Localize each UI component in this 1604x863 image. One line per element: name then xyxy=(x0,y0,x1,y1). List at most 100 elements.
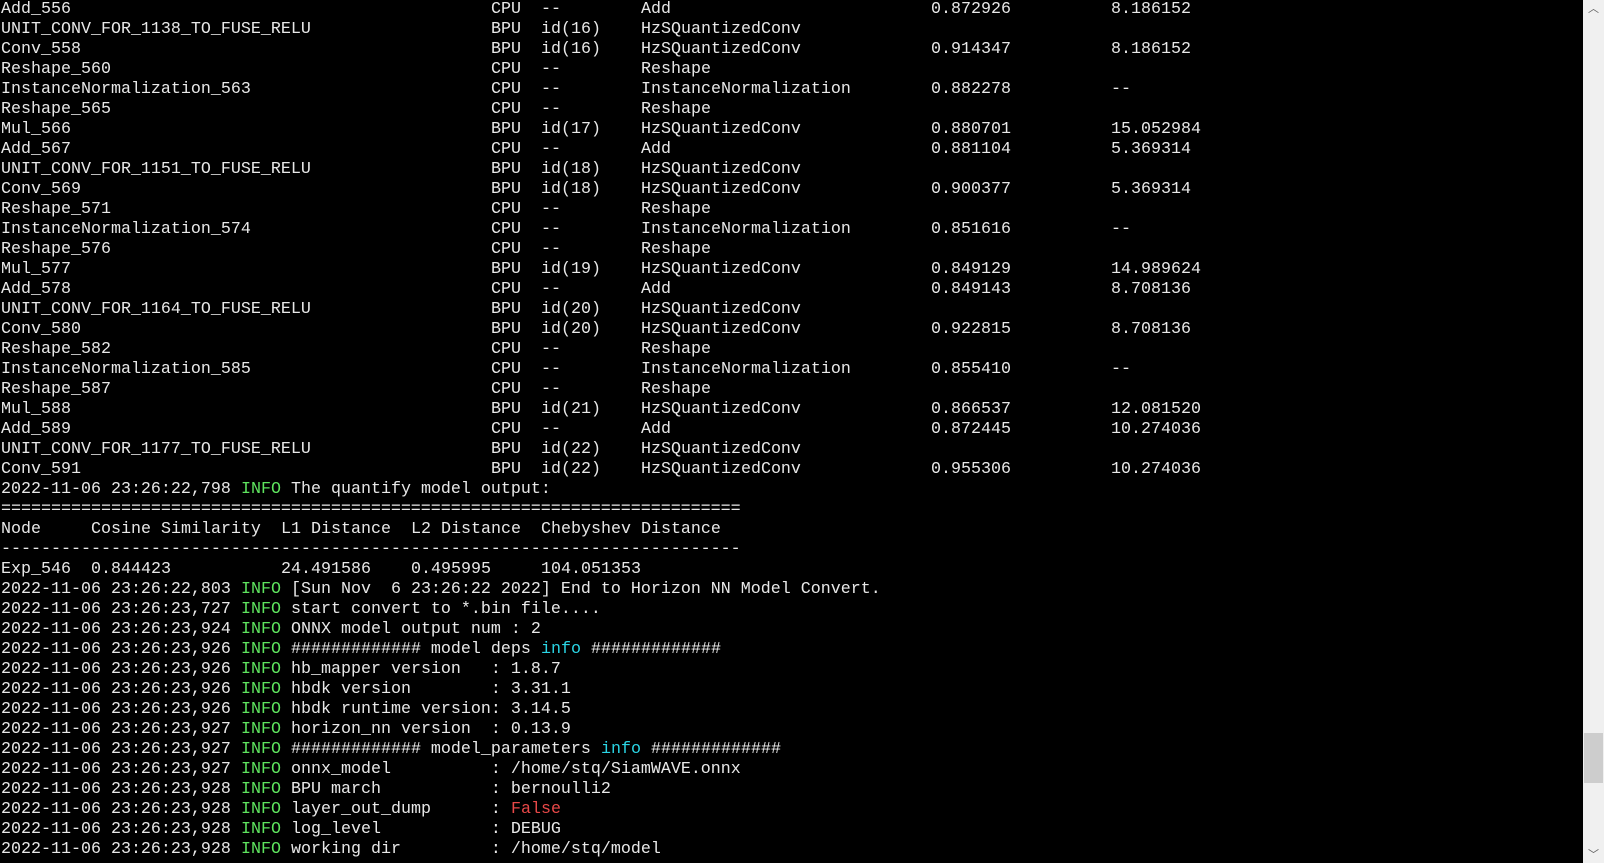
layer-type: HzSQuantizedConv xyxy=(641,460,801,479)
log-message-part: horizon_nn version : 0.13.9 xyxy=(291,720,571,739)
layer-type: HzSQuantizedConv xyxy=(641,400,801,419)
layer-name: Add_567 xyxy=(1,140,71,159)
layer-unit: CPU xyxy=(491,140,521,159)
log-timestamp: 2022-11-06 23:26:23,928 xyxy=(1,840,231,859)
layer-unit: BPU xyxy=(491,120,521,139)
layer-unit: CPU xyxy=(491,420,521,439)
log-message: The quantify model output: xyxy=(291,480,551,499)
cosine-similarity: 0.881104 xyxy=(931,140,1011,159)
subgraph-id: id(20) xyxy=(541,300,601,319)
log-message-part: hb_mapper version : 1.8.7 xyxy=(291,660,561,679)
subgraph-id: -- xyxy=(541,380,561,399)
subgraph-id: -- xyxy=(541,200,561,219)
scroll-down-arrow-icon[interactable]: ﹀ xyxy=(1588,848,1599,861)
layer-name: Reshape_565 xyxy=(1,100,111,119)
vertical-scrollbar[interactable]: ︿ ﹀ xyxy=(1583,0,1604,863)
log-timestamp: 2022-11-06 23:26:23,927 xyxy=(1,720,231,739)
threshold: 8.708136 xyxy=(1111,280,1191,299)
layer-name: InstanceNormalization_585 xyxy=(1,360,251,379)
log-message-part: ############# xyxy=(641,740,781,759)
subgraph-id: id(16) xyxy=(541,20,601,39)
subgraph-id: -- xyxy=(541,140,561,159)
layer-name: UNIT_CONV_FOR_1177_TO_FUSE_RELU xyxy=(1,440,311,459)
log-level: INFO xyxy=(241,600,281,619)
subgraph-id: id(18) xyxy=(541,160,601,179)
cosine-similarity: 0.851616 xyxy=(931,220,1011,239)
subgraph-id: -- xyxy=(541,60,561,79)
log-timestamp: 2022-11-06 23:26:23,927 xyxy=(1,740,231,759)
subgraph-id: id(22) xyxy=(541,440,601,459)
layer-name: Reshape_576 xyxy=(1,240,111,259)
layer-type: HzSQuantizedConv xyxy=(641,320,801,339)
layer-unit: CPU xyxy=(491,100,521,119)
layer-type: Reshape xyxy=(641,380,711,399)
layer-unit: CPU xyxy=(491,240,521,259)
log-level: INFO xyxy=(241,700,281,719)
cosine-similarity: 0.855410 xyxy=(931,360,1011,379)
layer-name: Reshape_582 xyxy=(1,340,111,359)
layer-type: HzSQuantizedConv xyxy=(641,40,801,59)
summary-column-header: L2 Distance xyxy=(411,520,521,539)
threshold: 5.369314 xyxy=(1111,140,1191,159)
log-timestamp: 2022-11-06 23:26:23,727 xyxy=(1,600,231,619)
log-message-part: start convert to *.bin file.... xyxy=(291,600,601,619)
layer-type: HzSQuantizedConv xyxy=(641,120,801,139)
layer-unit: CPU xyxy=(491,360,521,379)
layer-unit: CPU xyxy=(491,220,521,239)
log-level: INFO xyxy=(241,640,281,659)
layer-name: Reshape_560 xyxy=(1,60,111,79)
layer-name: Reshape_587 xyxy=(1,380,111,399)
scroll-up-arrow-icon[interactable]: ︿ xyxy=(1588,2,1599,15)
summary-cell: 0.844423 xyxy=(91,560,171,579)
cosine-similarity: 0.866537 xyxy=(931,400,1011,419)
layer-type: HzSQuantizedConv xyxy=(641,20,801,39)
log-message-part: BPU march : bernoulli2 xyxy=(291,780,611,799)
log-timestamp: 2022-11-06 23:26:23,928 xyxy=(1,780,231,799)
log-level: INFO xyxy=(241,820,281,839)
scrollbar-thumb[interactable] xyxy=(1584,733,1603,783)
layer-type: InstanceNormalization xyxy=(641,360,851,379)
subgraph-id: -- xyxy=(541,280,561,299)
layer-unit: CPU xyxy=(491,280,521,299)
threshold: 10.274036 xyxy=(1111,460,1201,479)
threshold: 15.052984 xyxy=(1111,120,1201,139)
subgraph-id: -- xyxy=(541,240,561,259)
layer-unit: CPU xyxy=(491,0,521,19)
threshold: 8.186152 xyxy=(1111,40,1191,59)
log-level: INFO xyxy=(241,580,281,599)
threshold: 8.708136 xyxy=(1111,320,1191,339)
layer-name: UNIT_CONV_FOR_1164_TO_FUSE_RELU xyxy=(1,300,311,319)
summary-cell: 0.495995 xyxy=(411,560,491,579)
layer-type: HzSQuantizedConv xyxy=(641,160,801,179)
layer-name: Conv_558 xyxy=(1,40,81,59)
subgraph-id: -- xyxy=(541,0,561,19)
subgraph-id: id(22) xyxy=(541,460,601,479)
log-level: INFO xyxy=(241,800,281,819)
summary-column-header: L1 Distance xyxy=(281,520,391,539)
log-level: INFO xyxy=(241,720,281,739)
subgraph-id: id(17) xyxy=(541,120,601,139)
layer-type: Add xyxy=(641,420,671,439)
layer-name: Add_556 xyxy=(1,0,71,19)
log-message-part: hbdk runtime version: 3.14.5 xyxy=(291,700,571,719)
log-timestamp: 2022-11-06 23:26:23,926 xyxy=(1,680,231,699)
subgraph-id: id(19) xyxy=(541,260,601,279)
log-timestamp: 2022-11-06 23:26:23,928 xyxy=(1,800,231,819)
layer-type: InstanceNormalization xyxy=(641,220,851,239)
layer-name: UNIT_CONV_FOR_1138_TO_FUSE_RELU xyxy=(1,20,311,39)
threshold: 8.186152 xyxy=(1111,0,1191,19)
layer-type: HzSQuantizedConv xyxy=(641,300,801,319)
layer-unit: BPU xyxy=(491,460,521,479)
cosine-similarity: 0.955306 xyxy=(931,460,1011,479)
log-timestamp: 2022-11-06 23:26:22,798 xyxy=(1,480,231,499)
layer-unit: BPU xyxy=(491,400,521,419)
threshold: -- xyxy=(1111,220,1131,239)
layer-unit: BPU xyxy=(491,160,521,179)
layer-unit: CPU xyxy=(491,60,521,79)
layer-type: HzSQuantizedConv xyxy=(641,180,801,199)
summary-cell: Exp_546 xyxy=(1,560,71,579)
subgraph-id: -- xyxy=(541,340,561,359)
layer-type: Add xyxy=(641,140,671,159)
threshold: 14.989624 xyxy=(1111,260,1201,279)
